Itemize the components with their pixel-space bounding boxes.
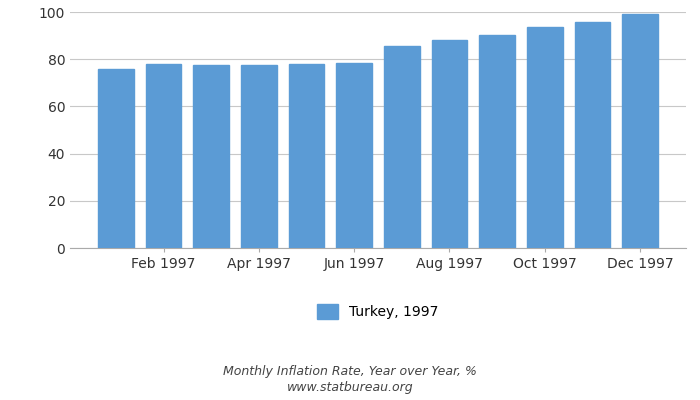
- Bar: [432, 40, 468, 248]
- Bar: [527, 27, 563, 248]
- Bar: [575, 22, 610, 248]
- Text: www.statbureau.org: www.statbureau.org: [287, 382, 413, 394]
- Bar: [336, 62, 372, 248]
- Bar: [384, 46, 420, 248]
- Text: Monthly Inflation Rate, Year over Year, %: Monthly Inflation Rate, Year over Year, …: [223, 366, 477, 378]
- Bar: [146, 64, 181, 248]
- Bar: [193, 65, 229, 248]
- Bar: [241, 65, 276, 248]
- Bar: [480, 35, 515, 248]
- Legend: Turkey, 1997: Turkey, 1997: [310, 298, 446, 326]
- Bar: [98, 69, 134, 248]
- Bar: [288, 64, 324, 248]
- Bar: [622, 14, 658, 248]
